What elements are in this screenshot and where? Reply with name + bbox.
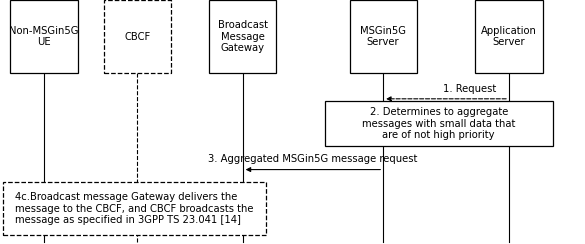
Text: 3. Aggregated MSGin5G message request: 3. Aggregated MSGin5G message request bbox=[208, 154, 418, 164]
Bar bbox=[325, 101, 553, 146]
Text: Application
Server: Application Server bbox=[481, 26, 537, 47]
Bar bbox=[475, 0, 543, 73]
Text: CBCF: CBCF bbox=[125, 32, 150, 41]
Bar bbox=[209, 0, 276, 73]
Text: Broadcast
Message
Gateway: Broadcast Message Gateway bbox=[218, 20, 268, 53]
Text: Non-MSGin5G
UE: Non-MSGin5G UE bbox=[9, 26, 78, 47]
Text: 2. Determines to aggregate
messages with small data that
are of not high priorit: 2. Determines to aggregate messages with… bbox=[362, 107, 515, 141]
Bar bbox=[104, 0, 171, 73]
Bar bbox=[350, 0, 417, 73]
Bar bbox=[10, 0, 77, 73]
Text: MSGin5G
Server: MSGin5G Server bbox=[360, 26, 406, 47]
Text: 1. Request: 1. Request bbox=[443, 84, 496, 94]
Bar bbox=[3, 182, 266, 235]
Text: 4c.Broadcast message Gateway delivers the
message to the CBCF, and CBCF broadcas: 4c.Broadcast message Gateway delivers th… bbox=[15, 192, 254, 225]
